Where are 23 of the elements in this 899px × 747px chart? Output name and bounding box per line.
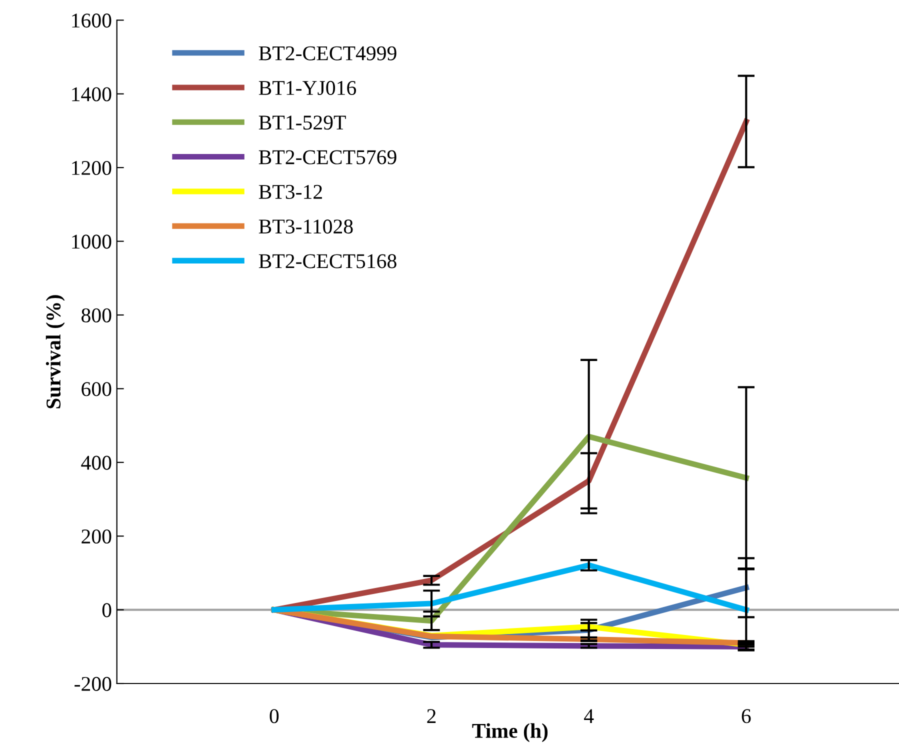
legend-label: BT1-YJ016 — [258, 80, 356, 95]
y-tick-label: 1400 — [72, 87, 112, 102]
legend-label: BT1-529T — [258, 116, 346, 130]
legend-label: BT3-12 — [258, 184, 322, 199]
legend-label: BT3-11028 — [258, 220, 353, 234]
x-tick-label: 2 — [427, 709, 436, 723]
y-tick-label: 0 — [102, 603, 112, 618]
y-tick-label: 800 — [82, 308, 112, 322]
legend-label: BT2-CECT5168 — [258, 254, 396, 268]
y-axis-title: Survival (%) — [46, 295, 65, 408]
y-tick-label: 1000 — [72, 234, 112, 249]
y-tick-label: 600 — [82, 382, 112, 396]
y-tick-label: 400 — [81, 456, 112, 470]
legend-label: BT2-CECT4999 — [258, 46, 396, 60]
legend-label: BT2-CECT5769 — [258, 150, 396, 164]
y-tick-label: 1600 — [72, 14, 112, 28]
x-tick-label: 4 — [584, 709, 594, 723]
y-tick-label: 1200 — [72, 160, 112, 176]
y-tick-label: 200 — [82, 529, 112, 544]
x-tick-label: 0 — [270, 709, 279, 724]
x-tick-label: 6 — [742, 709, 751, 724]
y-tick-label: -200 — [74, 676, 112, 691]
x-axis-title: Time (h) — [472, 723, 548, 742]
